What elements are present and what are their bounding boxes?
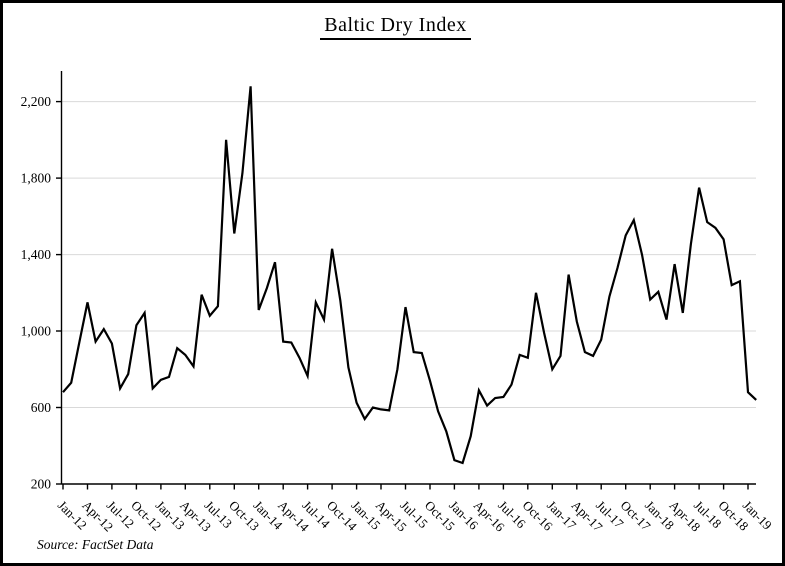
series-line [62,86,757,465]
chart-title-wrap: Baltic Dry Index [3,14,782,40]
y-tick-label: 200 [31,477,52,492]
y-tick-label: 1,800 [21,171,52,186]
chart-canvas: 2006001,0001,4001,8002,200Jan-12Apr-12Ju… [21,71,775,535]
source-note: Source: FactSet Data [37,537,154,552]
y-tick-label: 2,200 [21,94,52,109]
chart-title: Baltic Dry Index [320,14,471,40]
y-tick-label: 1,000 [21,324,52,339]
y-tick-label: 600 [31,400,52,415]
y-tick-label: 1,400 [21,247,52,262]
